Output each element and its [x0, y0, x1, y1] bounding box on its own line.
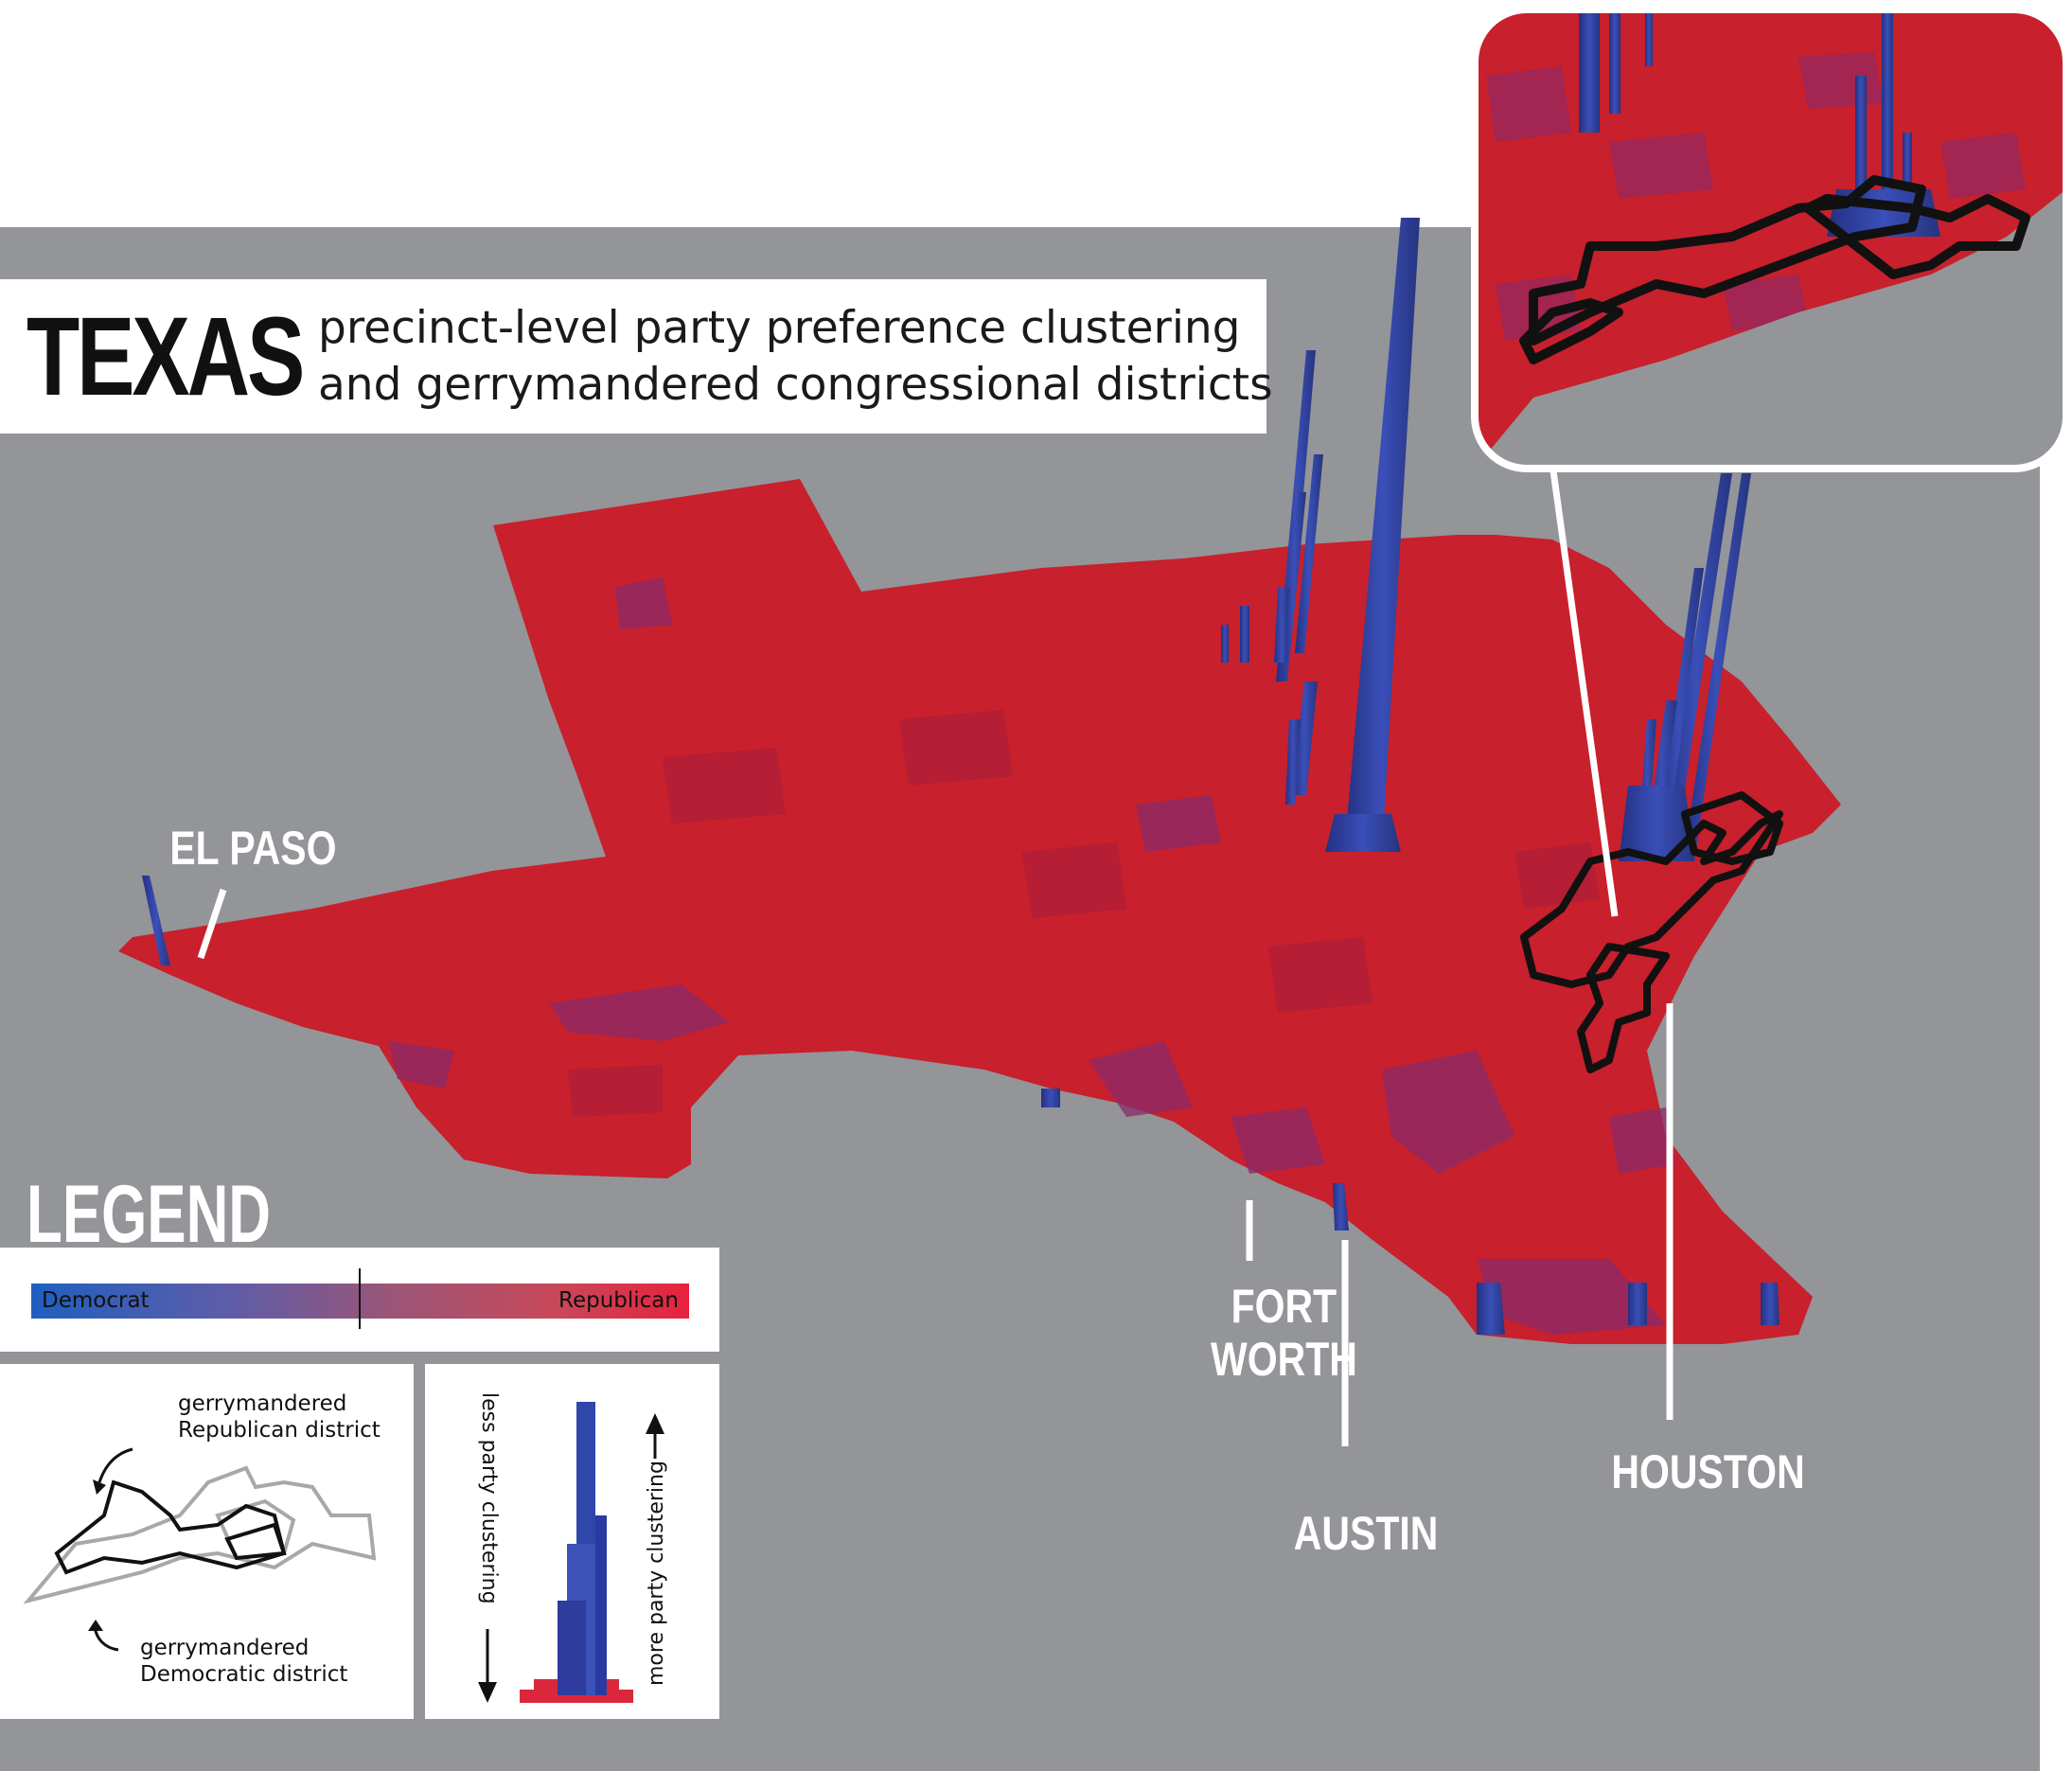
dark-red-regions — [568, 710, 1600, 1117]
clustering-spikes — [142, 218, 1780, 1335]
legend-gop-district-line2: Republican district — [178, 1418, 381, 1443]
city-label-fort-worth-line2: WORTH — [1210, 1333, 1357, 1386]
city-label-fort-worth-line1: FORT — [1231, 1280, 1337, 1333]
callout-lines — [197, 463, 1674, 1446]
page-title: TEXAS — [27, 293, 305, 419]
clustering-diagram — [478, 1402, 664, 1703]
page-subtitle: precinct-level party preference clusteri… — [318, 300, 1273, 414]
inset-gulf — [1475, 189, 2066, 469]
legend-midpoint-tick — [359, 1268, 361, 1329]
mixed-regions — [388, 577, 1675, 1335]
district-outline-diagram — [23, 1447, 377, 1652]
legend-less-clustering-label: less party clustering — [477, 1392, 501, 1604]
legend-clustering-box: less party clustering more party cluster… — [425, 1364, 719, 1719]
legend-district-box: gerrymandered Republican district gerrym… — [0, 1364, 414, 1719]
legend-more-clustering-label: more party clustering — [645, 1461, 668, 1686]
houston-district-outlines — [1520, 791, 1783, 1073]
city-label-fort-worth: FORT WORTH — [1211, 1280, 1357, 1386]
city-label-el-paso: EL PASO — [169, 822, 337, 875]
title-box: TEXAS precinct-level party preference cl… — [0, 279, 1273, 434]
legend-gop-district-line1: gerrymandered — [178, 1391, 347, 1416]
legend-republican-label: Republican — [558, 1288, 679, 1313]
legend-dem-district-label: gerrymandered Democratic district — [140, 1635, 347, 1688]
city-label-austin: AUSTIN — [1293, 1507, 1439, 1560]
legend-dem-district-line2: Democratic district — [140, 1662, 348, 1687]
legend-dem-district-line1: gerrymandered — [140, 1636, 310, 1660]
subtitle-line-1: precinct-level party preference clusteri… — [318, 301, 1241, 354]
legend-gop-district-label: gerrymandered Republican district — [178, 1390, 381, 1443]
legend-democrat-label: Democrat — [42, 1288, 150, 1313]
houston-inset — [1471, 6, 2070, 472]
subtitle-line-2: and gerrymandered congressional district… — [318, 358, 1273, 411]
city-label-houston: HOUSTON — [1611, 1445, 1805, 1498]
legend-title: LEGEND — [27, 1169, 272, 1260]
